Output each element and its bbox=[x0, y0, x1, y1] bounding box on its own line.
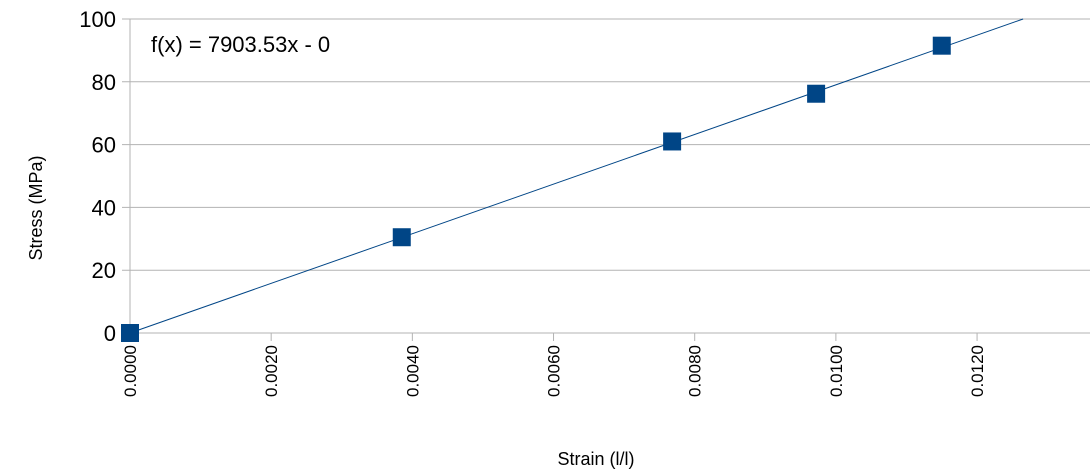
x-tick-label: 0.0060 bbox=[545, 345, 564, 397]
x-tick-label: 0.0080 bbox=[686, 345, 705, 397]
trend-layer bbox=[129, 18, 1024, 334]
label-layer: 0 20 40 60 80 100 0.0000 0.0020 0.0040 0.0060 0.00… bbox=[79, 7, 987, 397]
x-axis-title: Strain (l/l) bbox=[557, 449, 634, 469]
data-point bbox=[663, 132, 682, 151]
y-tick-label: 20 bbox=[92, 258, 116, 283]
data-point bbox=[121, 324, 139, 342]
x-tick-label: 0.0000 bbox=[121, 345, 140, 397]
trendline bbox=[129, 18, 1024, 334]
y-tick-label: 40 bbox=[92, 195, 116, 220]
data-point bbox=[807, 84, 826, 103]
data-point bbox=[932, 36, 951, 55]
x-tick-label: 0.0040 bbox=[403, 345, 422, 397]
x-tick-label: 0.0020 bbox=[262, 345, 281, 397]
x-tick-label: 0.0120 bbox=[968, 345, 987, 397]
y-tick-label: 60 bbox=[92, 133, 116, 158]
y-tick-label: 0 bbox=[104, 321, 116, 346]
y-axis-title: Stress (MPa) bbox=[26, 155, 46, 260]
y-tick-label: 80 bbox=[92, 70, 116, 95]
data-point bbox=[392, 228, 411, 247]
grid-layer bbox=[122, 18, 1090, 334]
trendline-equation: f(x) = 7903.53x - 0 bbox=[151, 32, 330, 57]
x-tick-label: 0.0100 bbox=[827, 345, 846, 397]
point-layer bbox=[121, 36, 951, 342]
y-tick-label: 100 bbox=[79, 7, 116, 32]
axis-layer bbox=[129, 19, 978, 341]
